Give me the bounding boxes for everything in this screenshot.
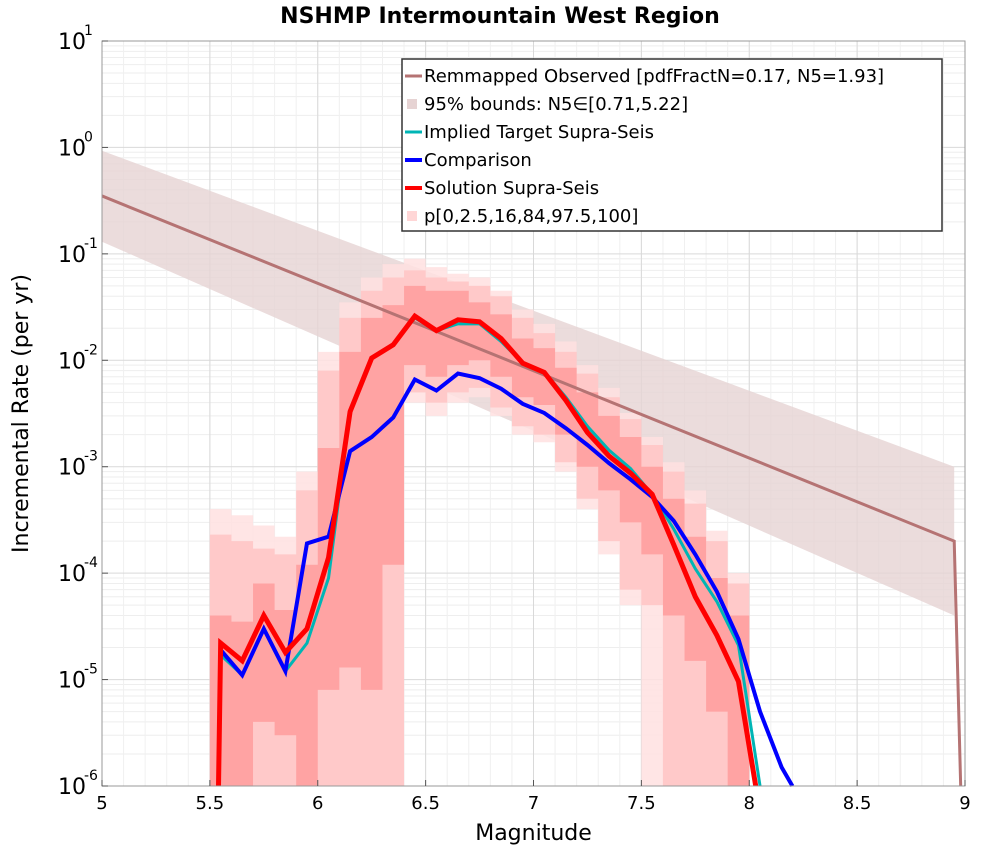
y-tick-exponent: -2 [84,342,98,358]
series-line-2 [219,371,795,787]
series-line-0 [101,194,963,787]
series-line-3 [216,312,759,787]
y-tick-exponent: -6 [84,768,98,784]
x-tick-label: 5 [96,793,107,814]
legend-label: 95% bounds: N5∈[0.71,5.22] [424,94,688,115]
chart-title: NSHMP Intermountain West Region [280,4,720,29]
legend-box [401,58,943,232]
y-tick-exponent: -3 [84,449,98,465]
y-tick-label: 10 [58,456,86,481]
legend-swatch [407,211,417,221]
legend-label: Comparison [424,150,532,171]
x-tick-label: 7 [528,793,539,814]
x-axis-label: Magnitude [475,821,592,846]
legend-label: p[0,2.5,16,84,97.5,100] [424,206,638,227]
x-tick-label: 7.5 [627,793,656,814]
legend-label: Solution Supra-Seis [424,178,599,199]
y-tick-exponent: -4 [84,555,98,571]
y-tick-exponent: -5 [84,662,98,678]
legend-swatch [407,99,417,109]
legend-label: Remmapped Observed [pdfFractN=0.17, N5=1… [424,66,884,87]
y-tick-label: 10 [58,243,86,268]
x-tick-label: 8.5 [843,793,872,814]
legend-label: Implied Target Supra-Seis [424,122,654,143]
x-tick-label: 6.5 [411,793,440,814]
legend: Remmapped Observed [pdfFractN=0.17, N5=1… [401,58,943,232]
y-tick-exponent: 1 [84,23,93,39]
x-tick-label: 6 [312,793,323,814]
y-tick-label: 10 [58,136,86,161]
y-axis-label: Incremental Rate (per yr) [9,274,34,553]
x-tick-label: 5.5 [196,793,225,814]
line-layer [101,194,963,787]
y-tick-label: 10 [58,669,86,694]
y-tick-label: 10 [58,349,86,374]
y-tick-label: 10 [58,775,86,800]
x-tick-label: 9 [959,793,970,814]
y-tick-label: 10 [58,30,86,55]
x-tick-label: 8 [744,793,755,814]
x-axis-ticks: 5 5.5 6 6.5 7 7.5 8 8.5 9 [96,780,971,814]
y-tick-exponent: 0 [84,129,93,145]
y-tick-label: 10 [58,562,86,587]
y-tick-exponent: -1 [84,236,98,252]
